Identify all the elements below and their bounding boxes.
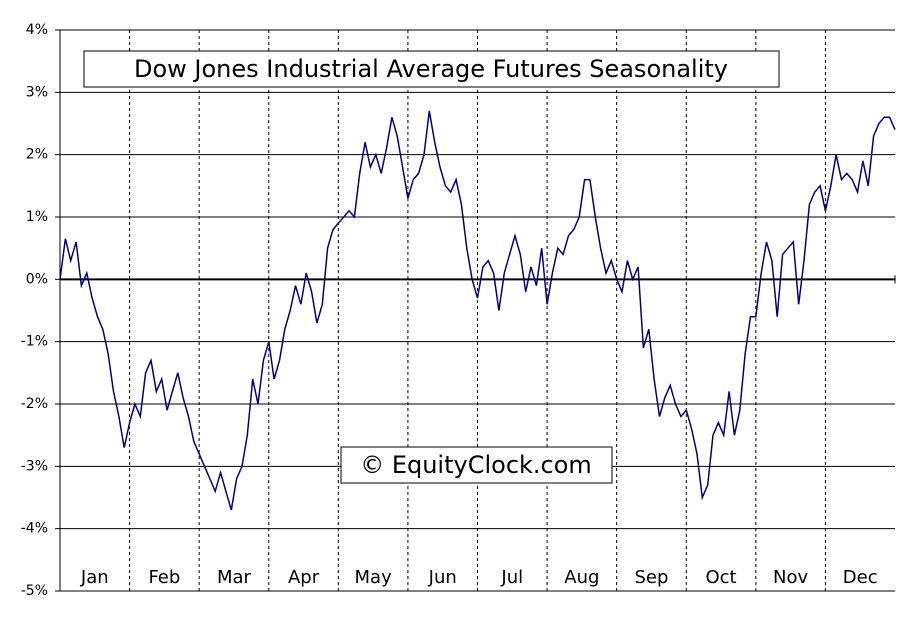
y-tick-label: -1% [21,334,48,350]
x-tick-label: Jun [428,567,457,588]
y-tick-label: 0% [26,271,48,287]
y-tick-label: 4% [26,22,48,38]
y-tick-label: -3% [21,458,48,474]
y-tick-label: 1% [26,209,48,225]
x-tick-label: Nov [773,567,808,588]
x-tick-label: Jan [80,567,109,588]
x-tick-label: Sep [634,567,668,588]
title-box [83,50,780,88]
y-tick-label: -2% [21,396,48,412]
y-tick-label: -4% [21,521,48,537]
watermark: © EquityClock.com [360,451,592,479]
x-tick-label: Oct [705,567,736,588]
y-tick-label: -5% [21,583,48,599]
x-tick-label: Feb [148,567,180,588]
x-tick-label: Mar [217,567,252,588]
x-tick-label: Apr [288,567,320,588]
x-tick-label: Aug [564,567,599,588]
y-tick-label: 3% [26,84,48,100]
y-tick-label: 2% [26,147,48,163]
x-tick-label: May [355,567,393,588]
x-tick-label: Dec [843,567,878,588]
chart-title: Dow Jones Industrial Average Futures Sea… [134,55,728,83]
series-line [59,110,896,511]
x-tick-label: Jul [500,567,523,588]
watermark-box [340,446,613,484]
